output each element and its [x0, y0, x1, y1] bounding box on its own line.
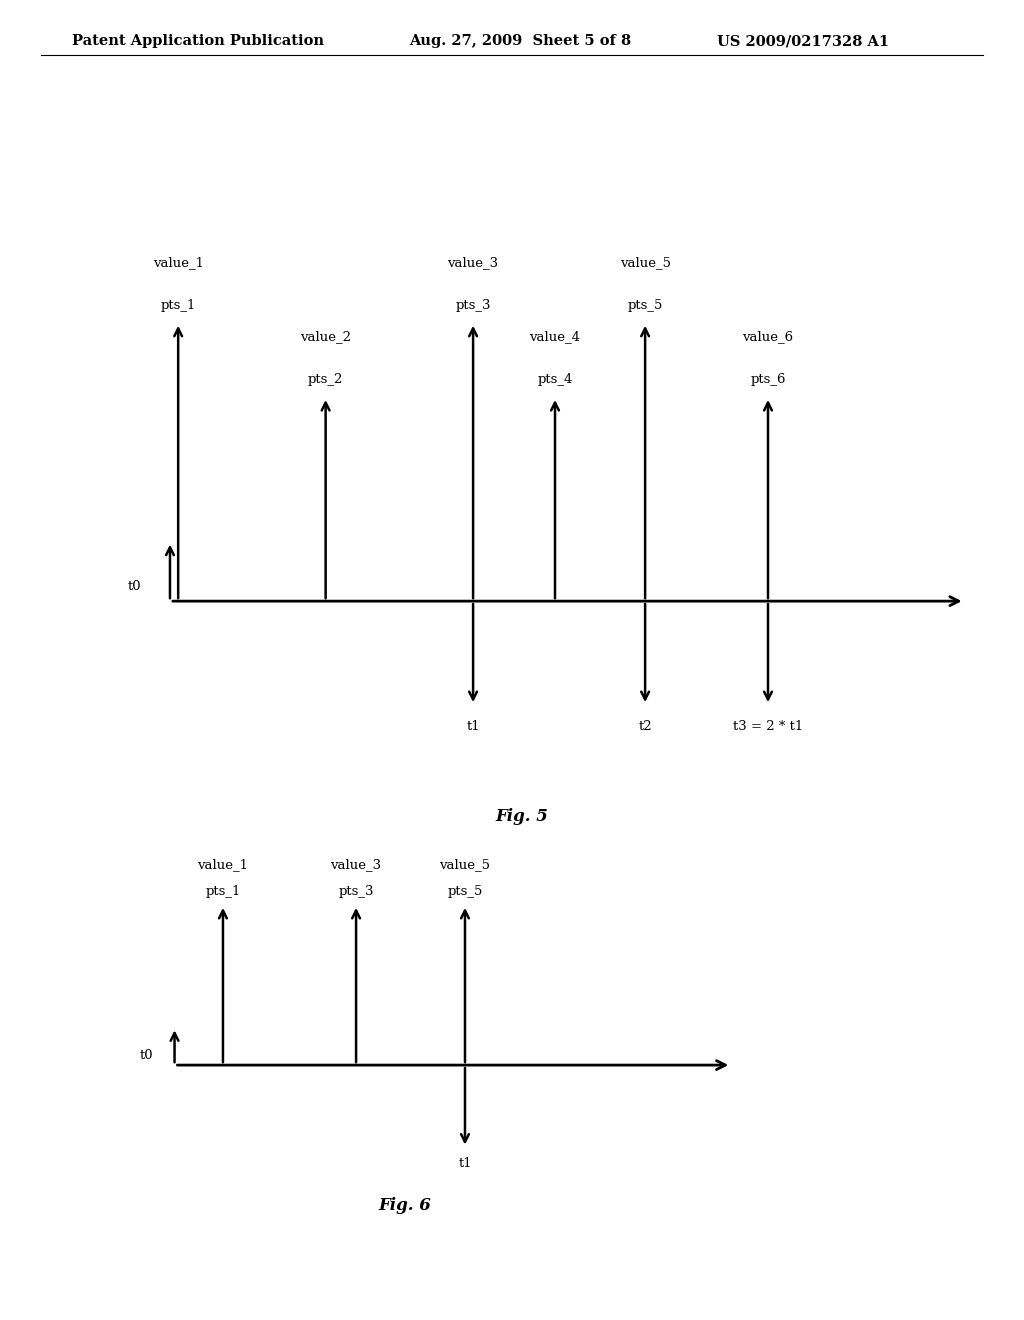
Text: value_2: value_2: [300, 330, 351, 343]
Text: pts_6: pts_6: [751, 374, 785, 385]
Text: Aug. 27, 2009  Sheet 5 of 8: Aug. 27, 2009 Sheet 5 of 8: [410, 34, 632, 49]
Text: t0: t0: [128, 579, 141, 593]
Text: t0: t0: [139, 1049, 154, 1063]
Text: value_4: value_4: [529, 330, 581, 343]
Text: t1: t1: [458, 1156, 472, 1170]
Text: pts_5: pts_5: [447, 884, 482, 898]
Text: value_3: value_3: [331, 858, 382, 871]
Text: pts_5: pts_5: [628, 298, 663, 312]
Text: value_1: value_1: [153, 256, 204, 269]
Text: t3 = 2 * t1: t3 = 2 * t1: [733, 719, 803, 733]
Text: Fig. 6: Fig. 6: [378, 1197, 431, 1214]
Text: Patent Application Publication: Patent Application Publication: [72, 34, 324, 49]
Text: pts_3: pts_3: [456, 298, 490, 312]
Text: value_5: value_5: [439, 858, 490, 871]
Text: pts_1: pts_1: [161, 298, 196, 312]
Text: value_1: value_1: [198, 858, 249, 871]
Text: value_5: value_5: [620, 256, 671, 269]
Text: value_6: value_6: [742, 330, 794, 343]
Text: t1: t1: [466, 719, 480, 733]
Text: value_3: value_3: [447, 256, 499, 269]
Text: pts_3: pts_3: [338, 884, 374, 898]
Text: pts_4: pts_4: [538, 374, 572, 385]
Text: pts_2: pts_2: [308, 374, 343, 385]
Text: t2: t2: [638, 719, 652, 733]
Text: Fig. 5: Fig. 5: [496, 808, 549, 825]
Text: US 2009/0217328 A1: US 2009/0217328 A1: [717, 34, 889, 49]
Text: pts_1: pts_1: [205, 884, 241, 898]
